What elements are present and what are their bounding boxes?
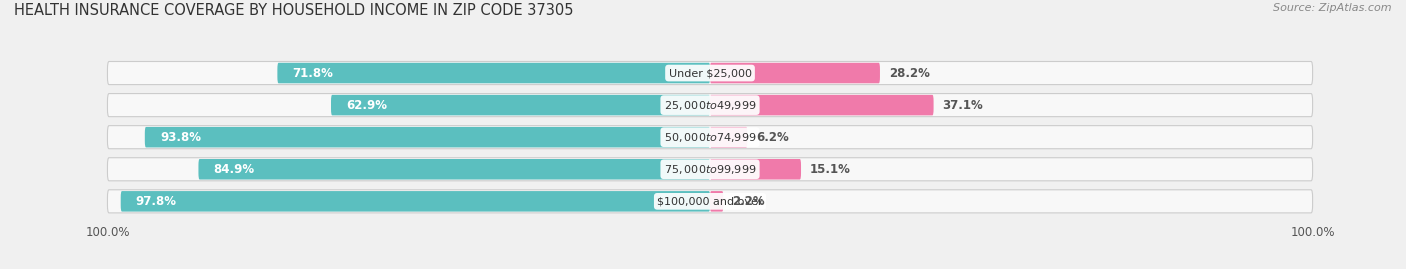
Text: 62.9%: 62.9% xyxy=(346,99,387,112)
FancyBboxPatch shape xyxy=(107,62,1313,84)
Text: 28.2%: 28.2% xyxy=(889,66,929,80)
FancyBboxPatch shape xyxy=(330,95,710,115)
Text: Source: ZipAtlas.com: Source: ZipAtlas.com xyxy=(1274,3,1392,13)
Text: 6.2%: 6.2% xyxy=(756,131,789,144)
Text: 71.8%: 71.8% xyxy=(292,66,333,80)
FancyBboxPatch shape xyxy=(710,191,723,212)
Text: Under $25,000: Under $25,000 xyxy=(668,68,752,78)
FancyBboxPatch shape xyxy=(145,127,710,147)
Text: 37.1%: 37.1% xyxy=(942,99,983,112)
FancyBboxPatch shape xyxy=(710,63,880,83)
Text: 2.2%: 2.2% xyxy=(733,195,765,208)
FancyBboxPatch shape xyxy=(107,94,1313,117)
Text: $100,000 and over: $100,000 and over xyxy=(657,196,763,206)
FancyBboxPatch shape xyxy=(710,127,748,147)
Text: $75,000 to $99,999: $75,000 to $99,999 xyxy=(664,163,756,176)
FancyBboxPatch shape xyxy=(198,159,710,179)
Text: 93.8%: 93.8% xyxy=(160,131,201,144)
FancyBboxPatch shape xyxy=(710,159,801,179)
Text: 97.8%: 97.8% xyxy=(136,195,177,208)
Text: $25,000 to $49,999: $25,000 to $49,999 xyxy=(664,99,756,112)
Text: $50,000 to $74,999: $50,000 to $74,999 xyxy=(664,131,756,144)
FancyBboxPatch shape xyxy=(107,126,1313,149)
FancyBboxPatch shape xyxy=(710,95,934,115)
FancyBboxPatch shape xyxy=(107,190,1313,213)
Text: HEALTH INSURANCE COVERAGE BY HOUSEHOLD INCOME IN ZIP CODE 37305: HEALTH INSURANCE COVERAGE BY HOUSEHOLD I… xyxy=(14,3,574,18)
Text: 15.1%: 15.1% xyxy=(810,163,851,176)
Text: 84.9%: 84.9% xyxy=(214,163,254,176)
FancyBboxPatch shape xyxy=(277,63,710,83)
FancyBboxPatch shape xyxy=(107,158,1313,181)
FancyBboxPatch shape xyxy=(121,191,710,212)
